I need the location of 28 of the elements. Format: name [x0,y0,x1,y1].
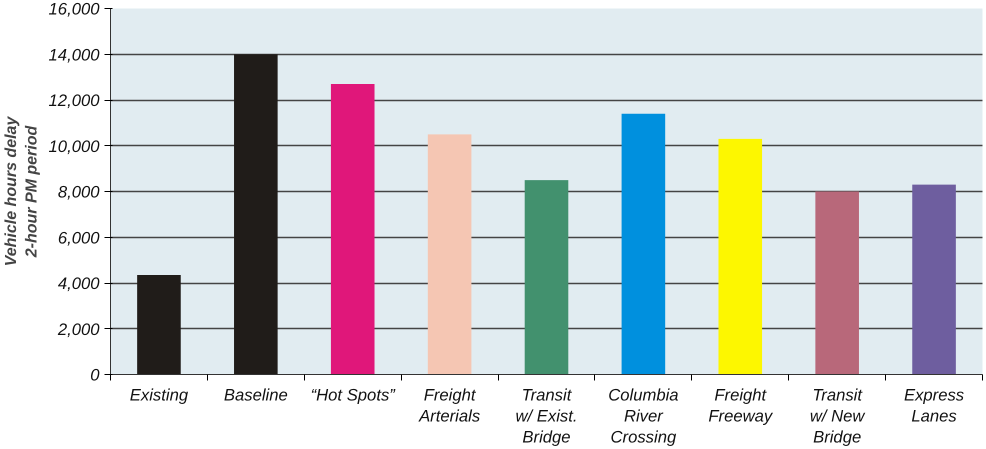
bar [718,138,762,374]
x-tick-label: Columbia River Crossing [608,386,679,446]
x-tick-label: Freight Freeway [708,386,774,426]
bar [622,114,666,374]
y-tick-label: 16,000 [48,0,100,18]
bar [912,184,956,374]
x-tick-label: Express Lanes [904,386,964,426]
y-tick-label: 6,000 [58,228,100,248]
x-tick-label: Baseline [224,386,288,404]
x-tick-label: Freight Arterials [418,386,480,426]
x-tick-label: Transit w/ Exist. Bridge [515,386,578,446]
bar [524,180,568,374]
y-tick-label: 8,000 [58,182,100,202]
y-tick-label: 2,000 [56,320,100,339]
y-axis-title: Vehicle hours delay 2-hour PM period [3,116,41,266]
bar [330,84,375,374]
y-tick-label: 0 [90,366,100,384]
bar [815,192,859,374]
x-tick-label: Transit w/ New Bridge [810,386,866,446]
x-tick-label: “Hot Spots” [310,386,396,404]
bar [137,274,181,374]
y-tick-label: 14,000 [48,45,100,64]
y-tick-label: 12,000 [48,91,100,110]
y-tick-label: 10,000 [48,136,100,156]
y-tick-label: 4,000 [58,274,100,293]
bar [234,54,278,374]
bar [428,134,472,374]
x-tick-label: Existing [130,386,189,404]
